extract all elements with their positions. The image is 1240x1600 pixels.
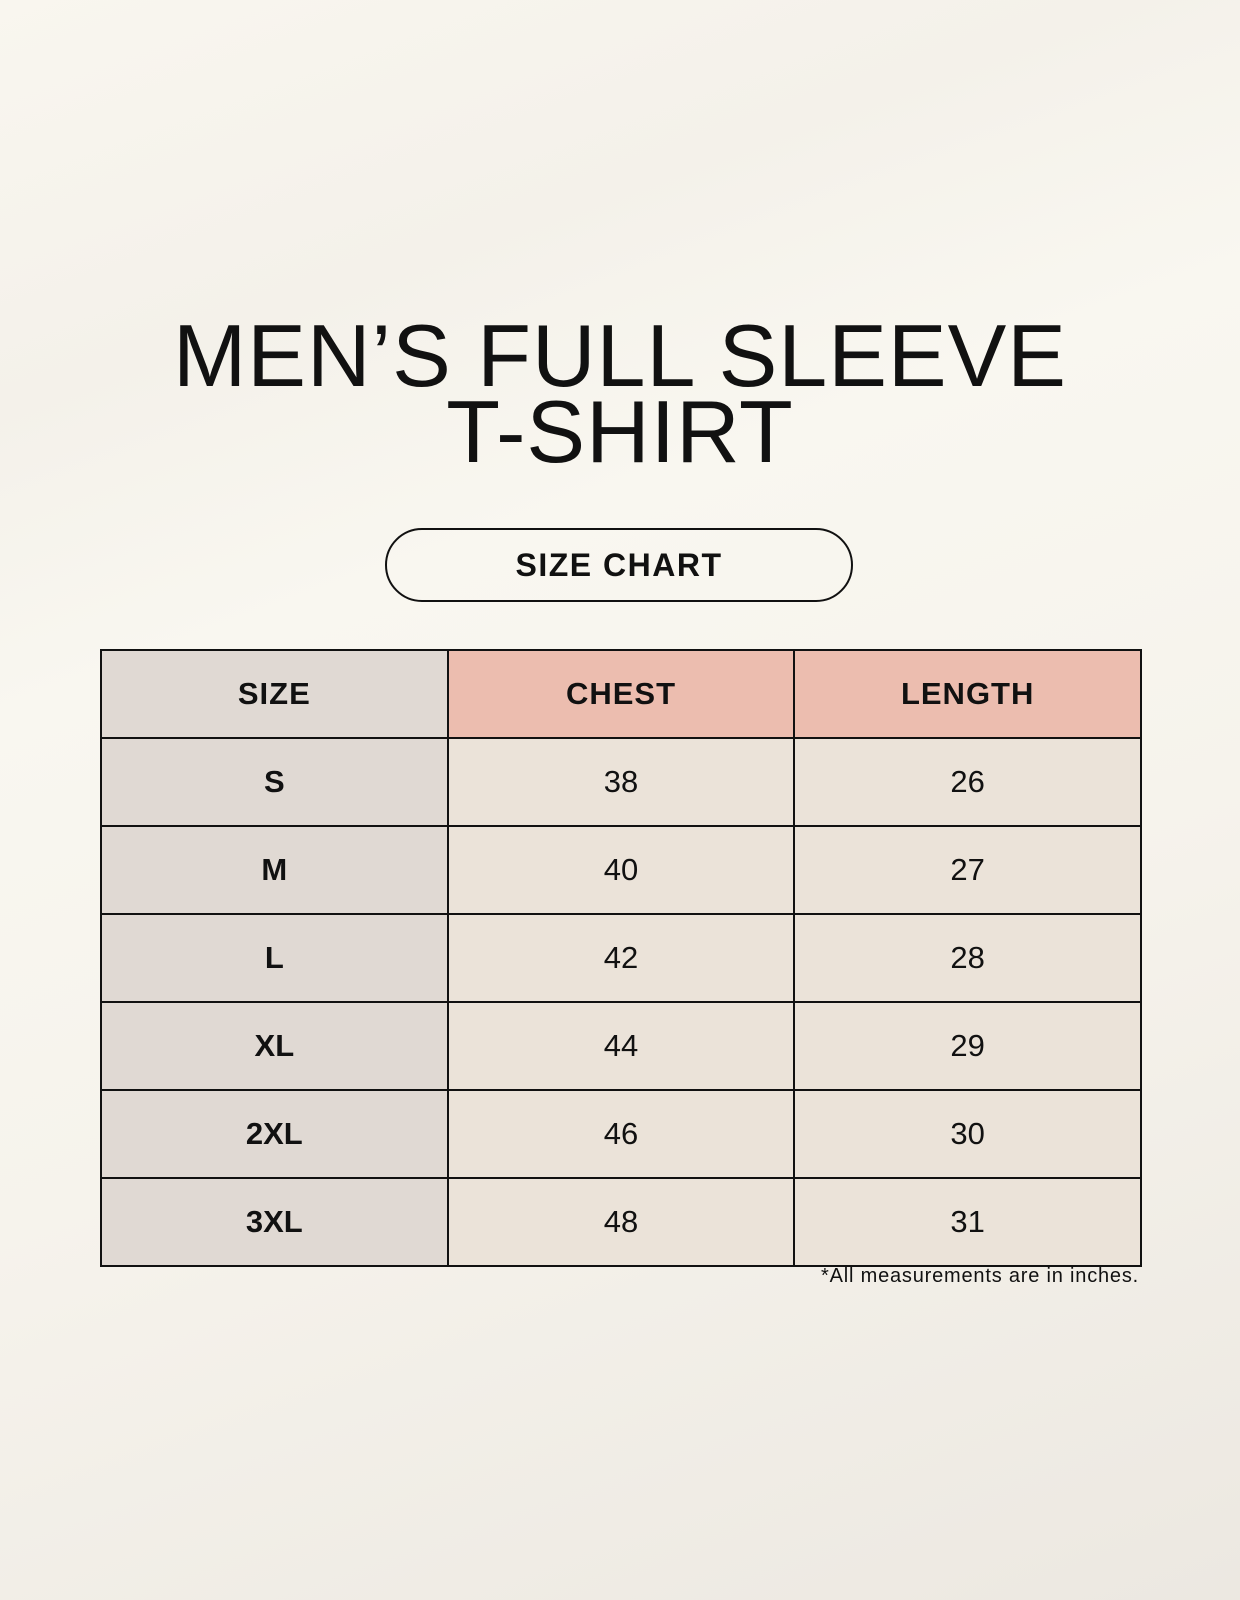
cell-length: 28 [793,913,1142,1003]
cell-length: 31 [793,1177,1142,1267]
table-row: 2XL 46 30 [100,1089,1142,1179]
cell-size: M [100,825,449,915]
cell-length: 29 [793,1001,1142,1091]
cell-chest: 48 [446,1177,796,1267]
cell-size: 3XL [100,1177,449,1267]
cell-chest: 44 [446,1001,796,1091]
cell-chest: 38 [446,737,796,827]
cell-length: 26 [793,737,1142,827]
table-row: L 42 28 [100,913,1142,1003]
header-chest: CHEST [446,649,796,739]
footnote: *All measurements are in inches. [821,1265,1139,1287]
cell-size: XL [100,1001,449,1091]
title-line-2: T-SHIRT [446,382,794,481]
cell-size: 2XL [100,1089,449,1179]
cell-length: 27 [793,825,1142,915]
cell-size: L [100,913,449,1003]
cell-chest: 46 [446,1089,796,1179]
table-row: XL 44 29 [100,1001,1142,1091]
header-length: LENGTH [793,649,1142,739]
header-size: SIZE [100,649,449,739]
size-chart-badge: SIZE CHART [385,528,853,602]
size-table: SIZE CHEST LENGTH S 38 26 M 40 27 L 42 28 XL 44 29 2… [100,649,1142,1267]
page-title: MEN’S FULL SLEEVE T-SHIRT [0,306,1240,481]
table-row: 3XL 48 31 [100,1177,1142,1267]
cell-chest: 40 [446,825,796,915]
table-header-row: SIZE CHEST LENGTH [100,649,1142,739]
cell-length: 30 [793,1089,1142,1179]
cell-chest: 42 [446,913,796,1003]
title-line-1: MEN’S FULL SLEEVE [172,306,1068,405]
table-row: M 40 27 [100,825,1142,915]
table-row: S 38 26 [100,737,1142,827]
cell-size: S [100,737,449,827]
